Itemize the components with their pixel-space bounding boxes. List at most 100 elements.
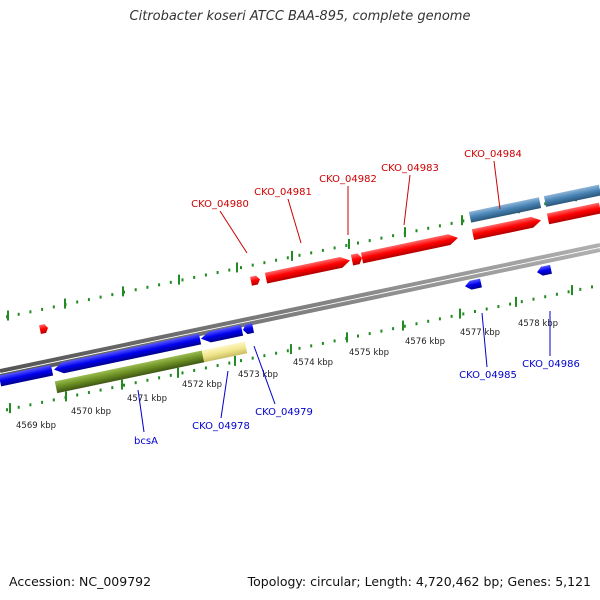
gene-label-CKO_04978: CKO_04978	[192, 421, 250, 432]
reverse-feature-bar-khaki	[201, 341, 248, 363]
tick-row-inner-minor-tick	[403, 324, 406, 328]
tick-row-outer-minor-tick	[357, 241, 359, 245]
forward-gene-arrow-shape	[546, 202, 600, 225]
tick-row-outer-minor-tick	[345, 243, 348, 247]
tick-row-inner-minor-tick	[380, 329, 383, 333]
reverse-gene-arrow-small	[243, 322, 255, 335]
backbone-layer	[0, 243, 600, 378]
tick-row-inner-minor-tick	[509, 302, 512, 306]
reverse-gene-arrow	[53, 333, 202, 374]
tick-row-inner-minor-tick	[216, 364, 219, 368]
gene-label-bcsA: bcsA	[134, 436, 158, 447]
tick-row-outer-minor-tick	[76, 300, 79, 304]
tick-row-inner	[6, 285, 593, 414]
forward-gene-arrow	[264, 256, 350, 284]
tick-row-outer-minor-tick	[544, 202, 547, 206]
tick-row-inner-minor-tick	[123, 383, 125, 387]
tick-row-inner-minor-tick	[286, 349, 289, 353]
gene-layer	[0, 202, 600, 387]
reverse-gene-arrow-small-shape	[243, 322, 255, 335]
reverse-gene-arrow-small-shape	[537, 264, 552, 276]
tick-row-inner-minor-tick	[485, 307, 488, 311]
reverse-gene-arrow-shape	[53, 333, 202, 374]
tick-row-inner-minor-tick	[134, 381, 137, 385]
tick-row-outer-minor-tick	[251, 263, 254, 267]
tick-row-outer-minor-tick	[321, 248, 324, 252]
reverse-gene-arrow	[201, 324, 244, 343]
reverse-gene-arrow-shape	[201, 324, 244, 343]
reverse-feature-bar-green	[54, 350, 205, 394]
ruler-label-4573: 4573 kbp	[238, 370, 278, 380]
forward-gene-arrow-shape	[264, 256, 350, 284]
tick-row-inner-minor-tick	[87, 391, 90, 395]
tick-row-inner-minor-tick	[76, 393, 79, 397]
tick-row-outer-minor-tick	[415, 229, 418, 233]
gene-label-bcsA-leader	[137, 389, 145, 433]
forward-gene-arrow	[546, 202, 600, 225]
tick-row-inner-minor-tick	[497, 305, 500, 309]
forward-feature-bar	[543, 184, 600, 207]
tick-row-outer-minor-tick	[216, 271, 219, 275]
tick-row-inner-minor-tick	[462, 312, 465, 316]
tick-row-inner-minor-tick	[275, 351, 278, 355]
tick-row-outer-minor-tick	[263, 261, 266, 265]
accession-text: Accession: NC_009792	[9, 574, 152, 589]
tick-row-inner-minor-tick	[6, 408, 8, 412]
gene-label-CKO_04981: CKO_04981	[254, 187, 312, 198]
tick-row-inner-minor-tick	[251, 356, 254, 360]
gene-label-CKO_04985-leader	[481, 312, 488, 368]
gene-label-CKO_04983-leader	[403, 174, 411, 226]
tick-row-inner-minor-tick	[474, 309, 476, 313]
ruler-label-4569: 4569 kbp	[16, 421, 56, 431]
gene-label-CKO_04979: CKO_04979	[255, 407, 313, 418]
tick-row-inner-minor-tick	[310, 344, 313, 348]
tick-row-inner-minor-tick	[532, 297, 535, 301]
gene-label-CKO_04980-leader	[219, 210, 248, 254]
tick-row-inner-minor-tick	[579, 287, 582, 291]
forward-gene-arrow-small	[39, 324, 49, 335]
tick-row-inner-minor-tick	[450, 314, 453, 318]
tick-row-inner-minor-tick	[17, 405, 20, 409]
tick-row-inner-minor-tick	[204, 366, 207, 370]
tick-row-inner-minor-tick	[321, 341, 324, 345]
tick-row-outer-minor-tick	[275, 258, 278, 262]
gene-label-CKO_04981-leader	[287, 198, 302, 244]
ruler-label-4570: 4570 kbp	[71, 407, 111, 417]
reverse-feature-bar-green-shape	[54, 350, 205, 394]
gene-label-CKO_04984-leader	[493, 160, 501, 210]
gene-label-CKO_04978-leader	[220, 370, 229, 419]
tick-row-outer-minor-tick	[87, 298, 90, 302]
forward-gene-arrow-small-shape	[250, 275, 260, 286]
tick-row-outer-minor-tick	[29, 310, 32, 314]
tick-row-outer-minor-tick	[298, 253, 301, 257]
tick-row-outer-minor-tick	[380, 236, 383, 240]
gene-label-CKO_04983: CKO_04983	[381, 163, 439, 174]
forward-gene-arrow	[471, 216, 541, 241]
tick-row-outer-minor-tick	[41, 307, 44, 311]
tick-row-inner-minor-tick	[240, 359, 242, 363]
reverse-gene-arrow-small	[537, 264, 552, 276]
ruler-label-4578: 4578 kbp	[518, 319, 558, 329]
label-layer: 4569 kbp 4570 kbp 4571 kbp 4572 kbp 4573 kbp…	[16, 149, 580, 447]
tick-row-outer-minor-tick	[392, 234, 395, 238]
forward-gene-arrow-small-shape	[39, 324, 49, 335]
forward-gene-arrow-small	[250, 275, 260, 286]
tick-row-outer-minor-tick	[111, 293, 114, 297]
tick-row-inner-minor-tick	[438, 317, 441, 321]
tick-row-inner-minor-tick	[591, 285, 593, 289]
forward-gene-arrow-shape	[471, 216, 541, 241]
tick-row-inner-minor-tick	[99, 388, 102, 392]
ruler-label-4574: 4574 kbp	[293, 358, 333, 368]
tick-row-outer-minor-tick	[158, 283, 161, 287]
tick-row-inner-minor-tick	[427, 319, 430, 323]
tick-row-outer-minor-tick	[368, 239, 371, 243]
tick-row-inner-minor-tick	[169, 373, 172, 377]
tick-row-inner-minor-tick	[415, 322, 418, 326]
map-title: Citrobacter koseri ATCC BAA-895, complet…	[129, 9, 471, 24]
ruler-label-4571: 4571 kbp	[127, 394, 167, 404]
ruler-label-4575: 4575 kbp	[349, 348, 389, 358]
ruler-label-4577: 4577 kbp	[460, 328, 500, 338]
forward-gene-arrow	[360, 234, 459, 264]
forward-gene-arrow-shape	[350, 253, 362, 266]
tick-row-outer-minor-tick	[333, 246, 336, 250]
